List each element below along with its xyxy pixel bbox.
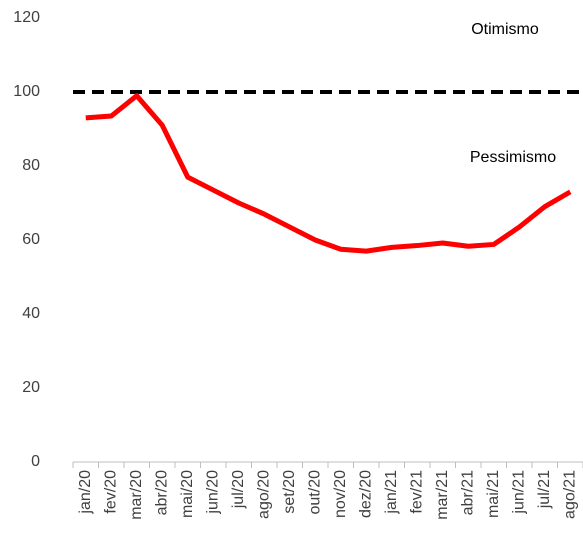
x-tick-label: out/20 (306, 470, 323, 515)
y-tick-label: 60 (22, 231, 40, 248)
x-tick-label: dez/20 (357, 470, 374, 518)
x-tick-label: jan/21 (383, 470, 400, 515)
y-tick-label: 80 (22, 157, 40, 174)
x-tick-label: jan/20 (77, 470, 94, 515)
data-line (85, 93, 572, 254)
x-tick-label: mai/20 (179, 470, 196, 518)
y-tick-label: 0 (31, 453, 40, 470)
x-tick-label: ago/20 (255, 470, 272, 519)
x-tick-label: mai/21 (485, 470, 502, 518)
x-tick-label: nov/20 (332, 470, 349, 518)
annotation: Pessimismo (470, 149, 556, 166)
x-tick-label: fev/20 (102, 470, 119, 514)
x-tick-label: mar/21 (434, 470, 451, 520)
x-tick-label: abr/21 (459, 470, 476, 515)
x-tick-label: ago/21 (561, 470, 578, 519)
x-tick-label: jul/20 (230, 470, 247, 509)
x-tick-label: abr/20 (153, 470, 170, 515)
y-tick-label: 20 (22, 379, 40, 396)
x-tick-label: mar/20 (128, 470, 145, 520)
annotation: Otimismo (471, 21, 539, 38)
x-tick-label: set/20 (281, 470, 298, 514)
y-tick-label: 120 (13, 9, 40, 26)
x-tick-label: jun/21 (510, 470, 527, 515)
x-tick-label: fev/21 (408, 470, 425, 514)
y-tick-label: 100 (13, 83, 40, 100)
x-tick-label: jul/21 (536, 470, 553, 509)
y-tick-label: 40 (22, 305, 40, 322)
x-tick-label: jun/20 (204, 470, 221, 515)
